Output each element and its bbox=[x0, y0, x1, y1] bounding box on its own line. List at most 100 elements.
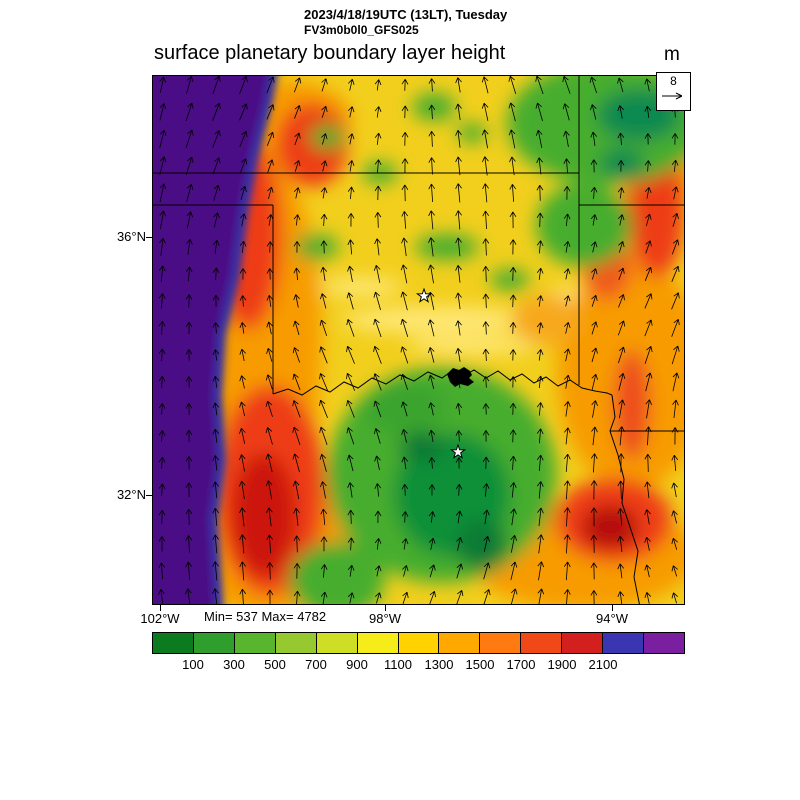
wind-arrow bbox=[294, 105, 301, 119]
wind-arrow bbox=[428, 457, 436, 469]
wind-arrow bbox=[617, 591, 625, 605]
wind-arrow bbox=[481, 129, 489, 149]
wind-arrow bbox=[347, 537, 355, 551]
wind-arrow bbox=[239, 75, 248, 94]
wind-arrow bbox=[536, 295, 544, 307]
wind-arrow bbox=[401, 132, 409, 146]
wind-arrow bbox=[212, 267, 220, 281]
wind-arrow bbox=[239, 322, 247, 334]
wind-arrow bbox=[266, 268, 274, 280]
wind-arrow bbox=[481, 76, 489, 94]
lat-tick-36n bbox=[146, 237, 152, 238]
wind-arrow bbox=[509, 349, 517, 361]
wind-arrow bbox=[590, 562, 598, 580]
wind-arrow bbox=[266, 589, 274, 605]
wind-arrow bbox=[455, 320, 462, 336]
wind-arrow bbox=[239, 427, 246, 444]
wind-arrow bbox=[563, 158, 571, 174]
wind-arrow bbox=[428, 537, 436, 550]
wind-arrow bbox=[373, 345, 382, 364]
wind-arrow bbox=[428, 130, 436, 147]
wind-arrow bbox=[240, 185, 247, 200]
wind-arrow bbox=[374, 185, 382, 201]
wind-arrow bbox=[159, 103, 167, 121]
wind-arrow bbox=[158, 430, 166, 442]
wind-arrow bbox=[590, 186, 598, 199]
wind-arrow bbox=[590, 507, 598, 527]
wind-arrow bbox=[590, 480, 598, 500]
wind-arrow bbox=[590, 131, 598, 146]
wind-arrow bbox=[401, 158, 409, 174]
wind-arrow bbox=[428, 511, 436, 523]
wind-arrow bbox=[428, 237, 435, 257]
wind-arrow bbox=[536, 349, 544, 361]
wind-arrow bbox=[186, 76, 194, 94]
wind-arrow bbox=[618, 346, 626, 364]
wind-arrow bbox=[319, 453, 327, 472]
wind-arrow bbox=[536, 212, 544, 228]
wind-arrow bbox=[293, 267, 301, 281]
wind-arrow bbox=[482, 156, 489, 176]
wind-arrow bbox=[159, 238, 166, 256]
wind-arrow bbox=[591, 400, 598, 418]
wind-arrow bbox=[320, 213, 328, 226]
wind-arrow bbox=[644, 426, 652, 446]
wind-arrow bbox=[185, 266, 193, 282]
wind-arrow bbox=[455, 156, 462, 176]
wind-arrow bbox=[401, 511, 409, 523]
wind-arrow bbox=[644, 105, 652, 118]
wind-arrow bbox=[482, 403, 490, 415]
wind-arrow bbox=[158, 403, 166, 415]
wind-arrow bbox=[212, 130, 221, 148]
vector-reference-value: 8 bbox=[670, 74, 677, 88]
wind-arrow bbox=[159, 156, 167, 176]
wind-arrow bbox=[536, 185, 544, 201]
wind-arrow bbox=[645, 372, 653, 392]
wind-arrow bbox=[400, 291, 408, 311]
wind-arrow bbox=[644, 481, 651, 499]
wind-arrow bbox=[645, 240, 652, 254]
wind-arrow bbox=[293, 507, 300, 526]
wind-arrow bbox=[320, 240, 328, 254]
wind-arrow bbox=[213, 212, 220, 228]
wind-arrow bbox=[265, 374, 273, 390]
wind-arrow bbox=[536, 240, 544, 254]
wind-arrow bbox=[482, 589, 491, 605]
wind-arrow bbox=[482, 293, 490, 309]
wind-arrow bbox=[428, 374, 435, 390]
wind-arrow bbox=[536, 402, 544, 416]
wind-arrow bbox=[346, 400, 355, 418]
wind-arrow bbox=[590, 453, 598, 473]
wind-arrow bbox=[293, 241, 301, 253]
wind-arrow bbox=[483, 562, 491, 580]
wind-arrow bbox=[563, 268, 571, 280]
border-texas-east bbox=[609, 394, 641, 605]
wind-arrow bbox=[400, 346, 409, 364]
wind-arrow bbox=[428, 210, 435, 230]
lon-tick-label-102w: 102°W bbox=[140, 611, 180, 626]
wind-arrow bbox=[347, 213, 355, 227]
wind-arrow bbox=[590, 214, 598, 226]
wind-arrow bbox=[671, 537, 678, 550]
wind-arrow bbox=[267, 159, 274, 173]
wind-arrow bbox=[319, 346, 328, 364]
wind-arrow bbox=[239, 534, 246, 554]
wind-arrow bbox=[672, 212, 679, 227]
wind-arrow bbox=[293, 590, 301, 605]
wind-arrow bbox=[537, 534, 544, 554]
wind-arrow bbox=[266, 104, 275, 120]
colorbar-tick-label: 300 bbox=[223, 657, 245, 672]
wind-arrow bbox=[591, 294, 598, 307]
wind-arrow bbox=[320, 160, 328, 172]
wind-arrow bbox=[644, 187, 652, 199]
wind-arrow bbox=[429, 590, 436, 605]
wind-arrow bbox=[159, 265, 166, 283]
wind-arrow bbox=[374, 106, 382, 118]
wind-arrow bbox=[374, 538, 382, 550]
wind-arrow bbox=[509, 184, 517, 202]
wind-arrow bbox=[159, 129, 167, 149]
wind-arrow bbox=[294, 160, 301, 172]
wind-arrow bbox=[292, 480, 300, 500]
colorbar-tick-label: 900 bbox=[346, 657, 368, 672]
wind-arrow bbox=[590, 159, 598, 173]
